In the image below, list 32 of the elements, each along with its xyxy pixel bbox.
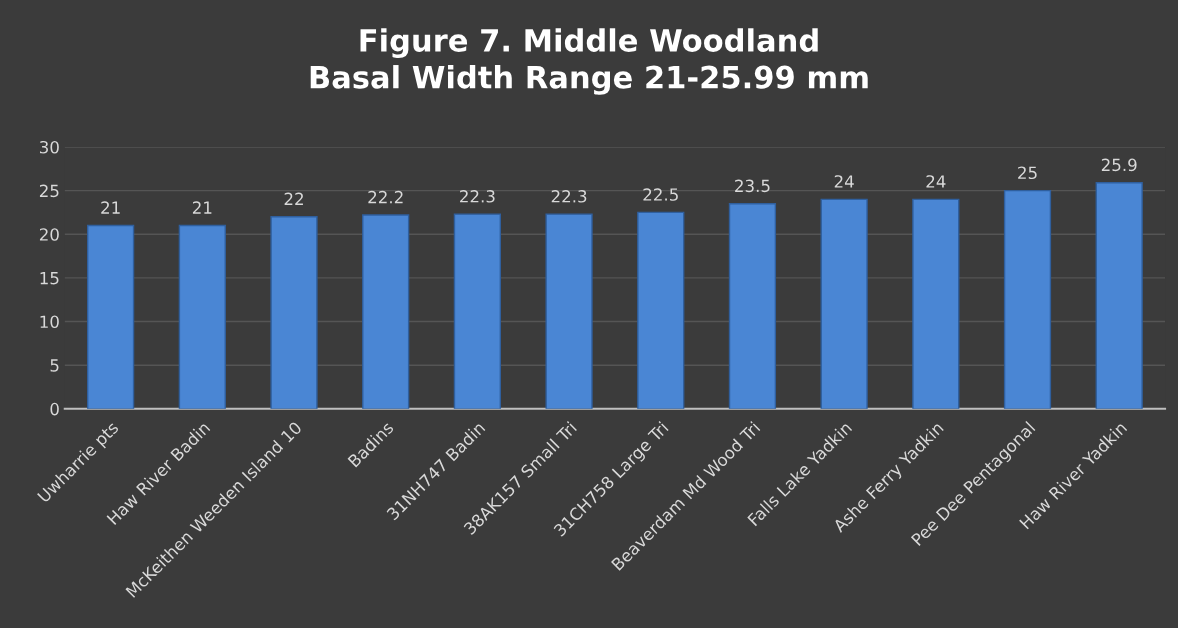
y-tick-label: 20 (39, 228, 59, 241)
bar (453, 213, 502, 409)
data-label: 24 (926, 175, 946, 188)
y-tick-label: 5 (50, 359, 59, 372)
data-label: 22.5 (643, 188, 678, 201)
bar (820, 198, 868, 409)
bar (270, 216, 318, 409)
data-label: 21 (101, 201, 120, 214)
data-label: 25.9 (1101, 158, 1137, 172)
y-tick-label: 10 (40, 315, 59, 329)
bar (637, 211, 685, 409)
y-tick-label: 15 (40, 272, 59, 285)
bar (912, 198, 960, 409)
bar (728, 202, 777, 409)
data-label: 22 (284, 192, 303, 205)
bar (1003, 189, 1052, 409)
y-tick-label: 0 (50, 402, 59, 416)
y-tick-label: 25 (39, 184, 59, 198)
y-tick-label: 30 (39, 140, 59, 154)
data-label: 22.3 (460, 190, 495, 203)
bar (87, 224, 135, 409)
data-label: 25 (1018, 166, 1037, 180)
data-label: 21 (192, 201, 212, 214)
bar (1095, 182, 1143, 409)
bar (545, 213, 593, 409)
data-label: 22.2 (368, 190, 403, 204)
data-label: 23.5 (735, 179, 770, 193)
bar (178, 224, 226, 409)
chart-title: Figure 7. Middle Woodland Basal Width Range 21-25.99 mm (310, 28, 868, 95)
data-label: 22.3 (551, 190, 587, 203)
bar (362, 214, 410, 409)
data-label: 24 (834, 175, 854, 188)
